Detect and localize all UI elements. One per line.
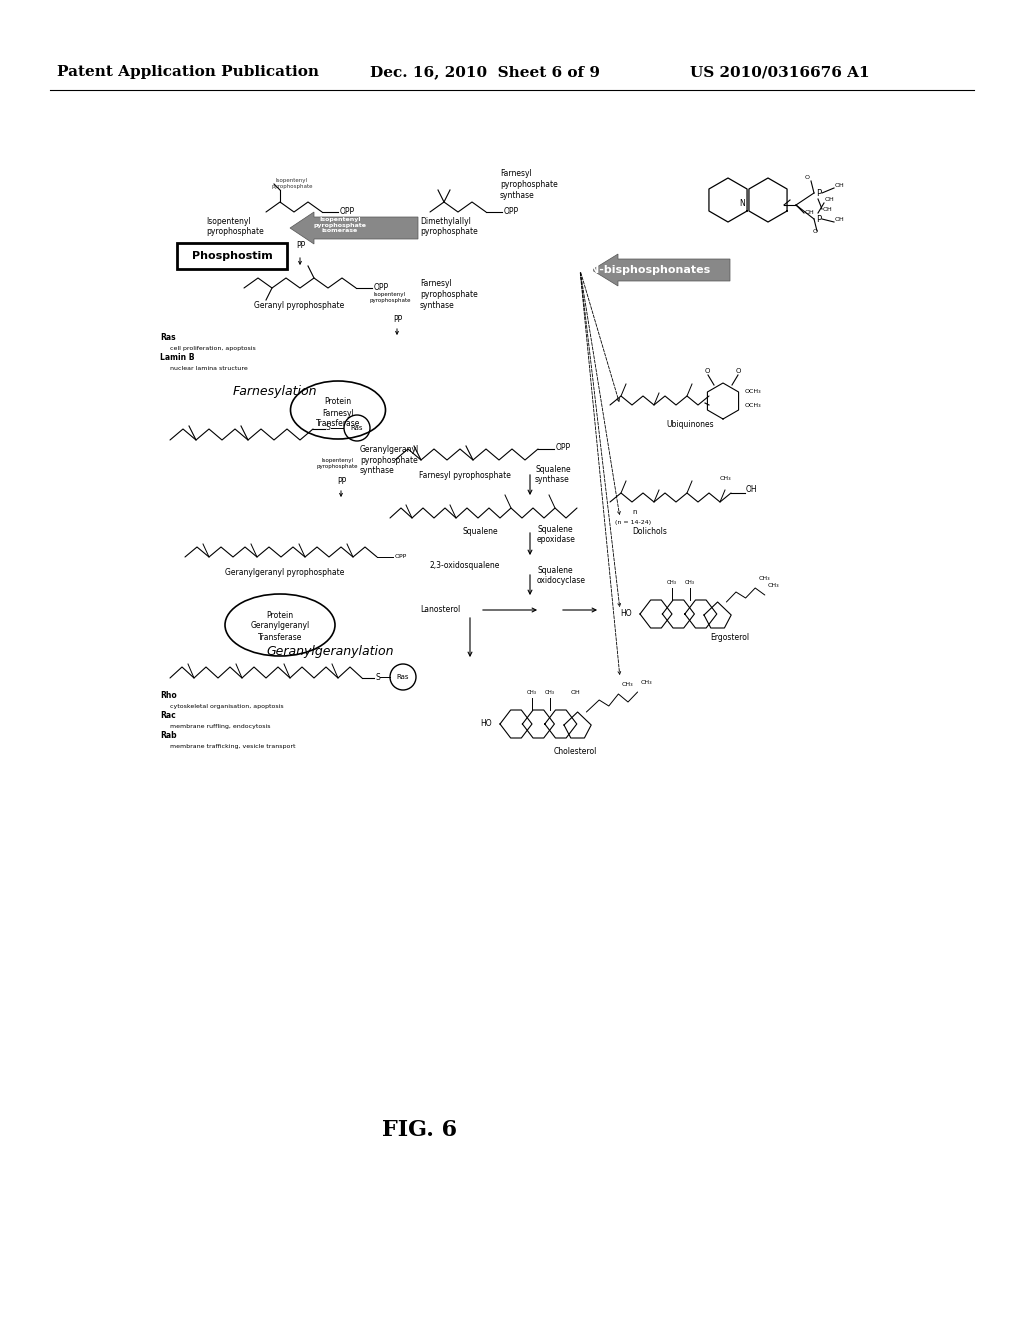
Text: O: O xyxy=(736,368,741,374)
Text: Farnesyl
pyrophosphate
synthase: Farnesyl pyrophosphate synthase xyxy=(500,169,558,201)
Text: Isopentenyl
pyrophosphate: Isopentenyl pyrophosphate xyxy=(316,458,357,469)
Text: Geranylgeranyl
pyrophosphate
synthase: Geranylgeranyl pyrophosphate synthase xyxy=(360,445,419,475)
Text: CH₃: CH₃ xyxy=(545,690,555,696)
Text: Cholesterol: Cholesterol xyxy=(553,747,597,756)
Text: cytoskeletal organisation, apoptosis: cytoskeletal organisation, apoptosis xyxy=(170,704,284,709)
Text: PP: PP xyxy=(296,242,305,249)
Text: CH₃: CH₃ xyxy=(667,579,677,585)
Text: P: P xyxy=(816,214,821,223)
Text: N-bisphosphonates: N-bisphosphonates xyxy=(590,265,710,275)
Text: OPP: OPP xyxy=(395,553,408,558)
Text: CH₃: CH₃ xyxy=(758,576,770,581)
Text: OCH₃: OCH₃ xyxy=(745,389,762,393)
Text: O: O xyxy=(813,228,818,234)
Text: Dec. 16, 2010  Sheet 6 of 9: Dec. 16, 2010 Sheet 6 of 9 xyxy=(370,65,600,79)
Text: FIG. 6: FIG. 6 xyxy=(382,1119,458,1140)
Text: CH₃: CH₃ xyxy=(684,579,694,585)
Text: OPP: OPP xyxy=(340,206,355,215)
Text: Isopentenyl
pyrophosphate: Isopentenyl pyrophosphate xyxy=(370,292,411,304)
Text: CH₃: CH₃ xyxy=(527,690,537,696)
Text: OPP: OPP xyxy=(504,206,519,215)
Text: S: S xyxy=(375,672,380,681)
Text: HO: HO xyxy=(620,610,632,619)
Text: Farnesyl: Farnesyl xyxy=(323,408,354,417)
Text: cell proliferation, apoptosis: cell proliferation, apoptosis xyxy=(170,346,256,351)
Text: Rac: Rac xyxy=(160,711,176,719)
Text: CH₃: CH₃ xyxy=(641,680,652,685)
Text: pyrophosphate: pyrophosphate xyxy=(206,227,264,236)
Text: Isopentenyl
pyrophosphate
isomerase: Isopentenyl pyrophosphate isomerase xyxy=(313,216,367,234)
Text: OH: OH xyxy=(835,183,845,187)
Text: Transferase: Transferase xyxy=(315,418,360,428)
Text: US 2010/0316676 A1: US 2010/0316676 A1 xyxy=(690,65,869,79)
Text: Geranylgeranylation: Geranylgeranylation xyxy=(266,645,394,657)
Text: Dimethylallyl: Dimethylallyl xyxy=(420,216,471,226)
Text: pyrophosphate: pyrophosphate xyxy=(420,227,478,236)
Text: Farnesylation: Farnesylation xyxy=(232,385,317,399)
Text: Farnesyl pyrophosphate: Farnesyl pyrophosphate xyxy=(419,471,511,480)
Text: Isopentenyl
pyrophosphate: Isopentenyl pyrophosphate xyxy=(271,178,312,189)
Text: Ras: Ras xyxy=(160,333,176,342)
Text: Dolichols: Dolichols xyxy=(633,527,668,536)
Text: Protein: Protein xyxy=(325,397,351,407)
Text: Ergosterol: Ergosterol xyxy=(711,634,750,642)
Text: n: n xyxy=(633,510,637,515)
Text: membrane ruffling, endocytosis: membrane ruffling, endocytosis xyxy=(170,723,270,729)
Text: Transferase: Transferase xyxy=(258,632,302,642)
Text: Squalene: Squalene xyxy=(462,527,498,536)
Text: O: O xyxy=(805,176,810,180)
Text: (n = 14-24): (n = 14-24) xyxy=(615,520,651,525)
Text: Lanosterol: Lanosterol xyxy=(420,605,460,614)
Text: OH: OH xyxy=(835,216,845,222)
Text: OH: OH xyxy=(823,207,833,213)
Text: PP: PP xyxy=(393,315,402,323)
Text: O: O xyxy=(705,368,711,374)
Text: PP: PP xyxy=(337,477,346,486)
Text: OCH₃: OCH₃ xyxy=(745,403,762,408)
FancyBboxPatch shape xyxy=(177,243,287,269)
Text: CH₃: CH₃ xyxy=(768,583,779,587)
Text: CH₃: CH₃ xyxy=(622,682,633,686)
Text: 2,3-oxidosqualene: 2,3-oxidosqualene xyxy=(430,561,501,570)
Text: OH: OH xyxy=(570,690,581,696)
Text: Squalene
oxidocyclase: Squalene oxidocyclase xyxy=(537,565,586,585)
Text: Patent Application Publication: Patent Application Publication xyxy=(57,65,319,79)
Text: N: N xyxy=(739,199,744,209)
Text: OH: OH xyxy=(825,197,835,202)
Text: Geranyl pyrophosphate: Geranyl pyrophosphate xyxy=(254,301,344,310)
FancyArrow shape xyxy=(290,213,418,244)
Text: nuclear lamina structure: nuclear lamina structure xyxy=(170,366,248,371)
Text: Phosphostim: Phosphostim xyxy=(191,251,272,261)
Text: membrane trafficking, vesicle transport: membrane trafficking, vesicle transport xyxy=(170,744,296,748)
Text: HO: HO xyxy=(480,719,492,729)
Text: Rho: Rho xyxy=(160,690,177,700)
Text: OPP: OPP xyxy=(374,282,389,292)
Text: Protein: Protein xyxy=(266,610,294,619)
Text: S: S xyxy=(326,424,331,433)
Text: Squalene
synthase: Squalene synthase xyxy=(535,465,570,484)
Text: Ras: Ras xyxy=(351,425,364,432)
Text: Farnesyl
pyrophosphate
synthase: Farnesyl pyrophosphate synthase xyxy=(420,279,478,310)
Text: P: P xyxy=(816,189,821,198)
Text: Rab: Rab xyxy=(160,731,176,741)
Text: Squalene
epoxidase: Squalene epoxidase xyxy=(537,524,575,544)
Text: Ubiquinones: Ubiquinones xyxy=(667,420,714,429)
Text: Lamin B: Lamin B xyxy=(160,352,195,362)
Text: OPP: OPP xyxy=(556,444,571,453)
Text: Ras: Ras xyxy=(396,675,410,680)
Text: Isopentenyl: Isopentenyl xyxy=(206,216,251,226)
Text: Geranylgeranyl pyrophosphate: Geranylgeranyl pyrophosphate xyxy=(225,568,345,577)
Text: OH: OH xyxy=(805,210,815,215)
Text: Geranylgeranyl: Geranylgeranyl xyxy=(251,622,309,631)
FancyArrow shape xyxy=(592,253,730,286)
Text: OH: OH xyxy=(746,484,758,494)
Text: CH₃: CH₃ xyxy=(720,477,731,480)
